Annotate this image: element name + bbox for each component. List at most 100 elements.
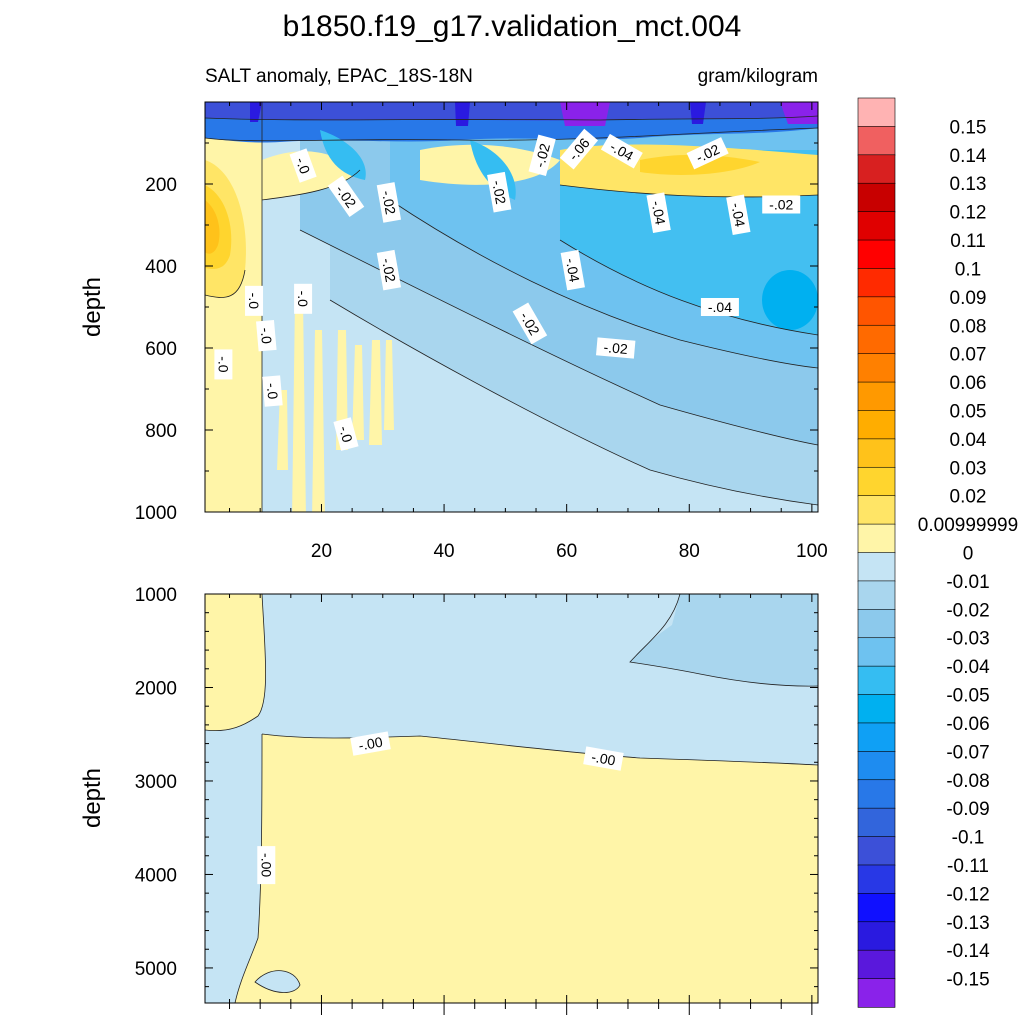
lower-y-tick-label: 3000 [135, 772, 177, 793]
contour-label-text: -.00 [258, 853, 274, 877]
colorbar-label: -0.13 [946, 913, 989, 934]
lower-y-tick-label: 5000 [135, 959, 177, 980]
lower-y-tick-label: 4000 [135, 865, 177, 886]
colorbar-label: -0.14 [946, 941, 990, 962]
upper-y-axis-label: depth [79, 277, 106, 337]
colorbar-label: -0.05 [946, 686, 989, 707]
contour-label-box [528, 134, 556, 176]
contour-label-box [257, 846, 276, 885]
contour-label-box [294, 283, 313, 314]
contour-label-box [726, 194, 751, 236]
colorbar-label: 0.07 [950, 345, 987, 366]
colorbar-label: -0.03 [946, 629, 989, 650]
contour-label-text: -.0 [336, 424, 356, 444]
colorbar-swatch [857, 268, 896, 298]
colorbar-label: 0.06 [950, 373, 987, 394]
colorbar-swatch [857, 580, 896, 611]
contour-label-text: -.0 [293, 155, 314, 176]
colorbar-label: -0.08 [946, 771, 989, 792]
colorbar-swatch [857, 296, 896, 326]
colorbar-label: -0.09 [946, 799, 989, 820]
contour-label-text: -.00 [590, 749, 617, 769]
figure-left-subtitle: SALT anomaly, EPAC_18S-18N [205, 66, 473, 87]
colorbar-swatch [857, 495, 896, 525]
contour-label-box [376, 249, 402, 291]
upper-contour-labels: -.0 -.02 -.02 -.02 -.02 -.06 -.04 -.04 -.02 -.04 -… [214, 128, 801, 451]
colorbar-swatch [857, 921, 896, 951]
colorbar-swatch [857, 665, 896, 696]
colorbar-swatch [857, 239, 896, 270]
upper-axes: 200 400 600 800 1000 20 40 60 80 100 [135, 102, 828, 562]
contour-label: -.0 [289, 148, 317, 183]
colorbar-swatch [857, 949, 896, 980]
contour-label-box [333, 417, 359, 451]
contour-label-text: -.04 [563, 257, 583, 284]
contour-label-text: -.0 [264, 382, 281, 400]
contour-label-text: -.0 [295, 291, 311, 308]
upper-y-tick-label: 800 [145, 421, 177, 442]
contour-label: -.0 [262, 375, 283, 407]
contour-label-box [762, 195, 801, 214]
contour-label: -.00 [257, 846, 276, 885]
colorbar-swatch [857, 552, 896, 582]
colorbar: 0.15 0.14 0.13 0.12 0.11 0.1 0.09 0.08 0.07 0.06 0… [857, 97, 1018, 1008]
contour-label-box [559, 128, 599, 170]
contour-label-text: -.00 [357, 734, 384, 754]
colorbar-label: -0.11 [947, 856, 989, 877]
contour-label: -.0 [256, 319, 277, 352]
contour-label: -.04 [726, 194, 751, 236]
contour-label-box [560, 249, 585, 291]
contour-label: -.00 [583, 746, 624, 771]
contour-label-text: -.02 [603, 339, 629, 357]
lower-plot-frame [204, 593, 819, 1004]
contour-label-box [350, 731, 391, 756]
colorbar-label: 0.11 [950, 231, 986, 252]
contour-label: -.04 [646, 192, 671, 233]
colorbar-label: 0.02 [950, 487, 987, 508]
contour-label: -.0 [214, 349, 233, 380]
contour-label-text: -.04 [649, 199, 669, 226]
contour-label: -.02 [528, 134, 556, 176]
contour-label-box [646, 192, 671, 233]
lower-y-axis-label: depth [79, 768, 106, 828]
colorbar-label: 0.04 [950, 430, 987, 451]
lower-panel: -.00 -.00 -.00 1000 2000 3000 4000 5000 depth [79, 585, 819, 1015]
contour-label: -.04 [560, 249, 585, 291]
contour-label-box [214, 349, 233, 380]
colorbar-swatch [857, 154, 896, 184]
colorbar-label: -0.01 [946, 572, 989, 593]
colorbar-label: 0.13 [950, 174, 987, 195]
colorbar-label: -0.07 [946, 742, 989, 763]
contour-label: -.04 [700, 298, 739, 316]
contour-label: -.06 [559, 128, 599, 170]
upper-x-tick-label: 20 [311, 541, 332, 562]
colorbar-swatch [857, 97, 896, 128]
upper-contour-field [205, 102, 818, 512]
contour-label-box [289, 148, 317, 183]
contour-label: -.00 [350, 731, 391, 756]
lower-y-tick-label: 1000 [135, 585, 177, 606]
contour-label-box [256, 319, 277, 352]
contour-label-box [245, 285, 264, 316]
contour-label-text: -.04 [728, 201, 748, 228]
colorbar-swatch [857, 609, 896, 639]
colorbar-label: -0.12 [946, 884, 989, 905]
contour-label-box [327, 175, 365, 218]
colorbar-swatch [857, 410, 896, 440]
colorbar-label: 0.00999999 [918, 515, 1018, 536]
colorbar-label: 0.09 [950, 288, 987, 309]
colorbar-swatch [857, 722, 896, 753]
lower-contour-field [205, 594, 818, 1003]
lower-contour-labels: -.00 -.00 -.00 [257, 731, 624, 885]
contour-label: -.0 [333, 417, 359, 451]
upper-x-tick-label: 80 [679, 541, 700, 562]
colorbar-swatch [857, 836, 896, 866]
contour-label-text: -.0 [246, 293, 262, 310]
contour-label: -.02 [487, 171, 512, 213]
contour-label: -.02 [762, 195, 801, 214]
contour-label-box [512, 302, 548, 345]
contour-label-text: -.02 [531, 141, 553, 169]
upper-y-tick-label: 400 [145, 257, 177, 278]
colorbar-label: -0.02 [946, 600, 989, 621]
colorbar-swatch [857, 807, 896, 838]
